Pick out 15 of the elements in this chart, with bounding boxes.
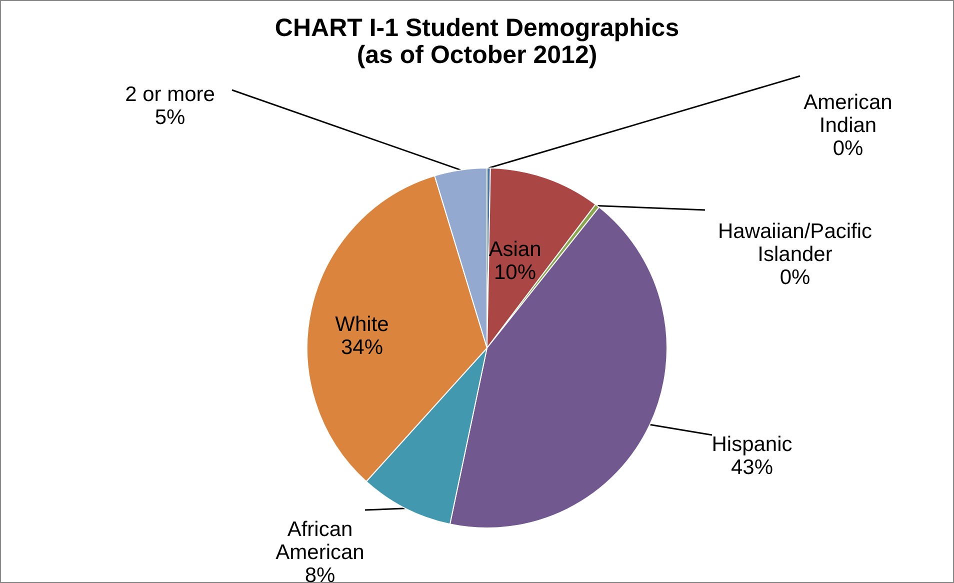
data-label: 5%	[154, 106, 186, 129]
slice-label: American Indian	[804, 91, 892, 137]
slice-label: Hispanic	[712, 433, 792, 456]
slice-label: Hawaiian/Pacific Islander	[718, 220, 872, 266]
data-label: 10%	[494, 261, 536, 284]
slice-label: White	[335, 313, 389, 336]
chart-subtitle: (as of October 2012)	[356, 41, 598, 69]
data-label: 43%	[730, 456, 774, 479]
data-label: 34%	[340, 336, 384, 359]
slice-label: African American	[276, 518, 364, 564]
slice-label: 2 or more	[125, 83, 215, 106]
data-label: 8%	[304, 564, 336, 583]
chart-title: CHART I-1 Student Demographics	[274, 14, 680, 42]
data-label: 0%	[780, 266, 810, 289]
data-label: 0%	[832, 137, 864, 160]
